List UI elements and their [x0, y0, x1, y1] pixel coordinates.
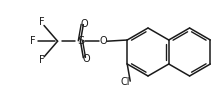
- Text: S: S: [77, 36, 84, 46]
- Text: O: O: [83, 54, 90, 64]
- Text: Cl: Cl: [120, 77, 130, 87]
- Text: O: O: [99, 36, 107, 46]
- Text: F: F: [39, 17, 45, 28]
- Text: F: F: [39, 55, 45, 65]
- Text: O: O: [81, 19, 88, 29]
- Text: F: F: [30, 36, 35, 46]
